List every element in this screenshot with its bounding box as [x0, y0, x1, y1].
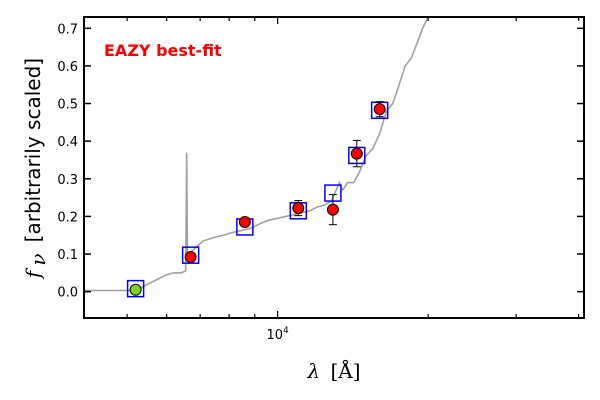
- x-tick-label-exponent: 4: [283, 326, 289, 336]
- y-tick-label-5: 0.5: [57, 98, 78, 113]
- obs-point-2: [238, 216, 251, 229]
- obs-point-0: [129, 283, 142, 296]
- x-tick-label-0: 104: [266, 326, 289, 343]
- x-axis-label-unit: [Å]: [330, 358, 360, 383]
- y-tick-label-1: 0.1: [57, 248, 78, 263]
- plot-frame: [83, 16, 585, 319]
- y-axis-label-subscript: ν: [26, 253, 50, 265]
- x-tick-label-base: 10: [266, 328, 283, 343]
- y-tick-label-0: 0.0: [57, 286, 78, 301]
- template-spectrum-line: [84, 17, 429, 292]
- plot-area: [84, 17, 429, 298]
- obs-point-6: [373, 103, 386, 116]
- y-axis-label-symbol: f: [21, 267, 45, 280]
- chart-annotation: EAZY best-fit: [104, 41, 222, 60]
- x-axis-label: λ [Å]: [306, 358, 360, 383]
- svg-text:f ν [arbitrarily s: f ν [arbitrarily scaled]: [21, 58, 50, 280]
- obs-point-5: [350, 147, 363, 160]
- y-axis-label-text: [arbitrarily scaled]: [21, 58, 45, 242]
- model-box-0: [126, 279, 145, 298]
- y-tick-label-2: 0.2: [57, 210, 78, 225]
- obs-point-1: [184, 251, 197, 264]
- x-axis-label-symbol: λ: [306, 359, 320, 383]
- obs-point-3: [292, 202, 305, 215]
- y-axis-label: f ν [arbitrarily scaled]: [21, 58, 50, 280]
- plot-layer: [84, 17, 429, 298]
- y-tick-label-4: 0.4: [57, 135, 78, 150]
- y-tick-label-6: 0.6: [57, 60, 78, 75]
- obs-point-4: [326, 203, 339, 216]
- x-axis: 104: [126, 17, 580, 343]
- model-box-1: [181, 246, 200, 264]
- y-tick-label-7: 0.7: [57, 22, 78, 37]
- y-axis: 0.0 0.1 0.2 0.3 0.4 0.5 0.6 0.7: [57, 22, 584, 301]
- y-tick-label-3: 0.3: [57, 173, 78, 188]
